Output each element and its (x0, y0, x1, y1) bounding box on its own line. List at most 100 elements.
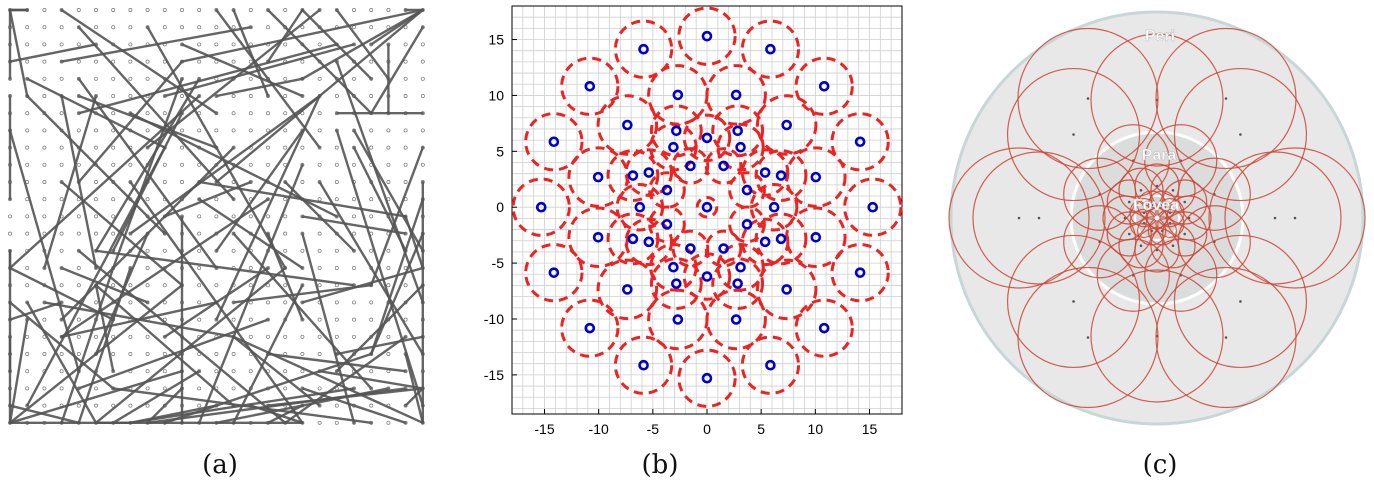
center-point (672, 314, 684, 325)
center-point (735, 261, 746, 273)
y-tick-label: -10 (484, 311, 504, 327)
center-point (701, 132, 713, 144)
x-tick-label: -15 (534, 421, 554, 437)
center-point (661, 219, 673, 230)
region-circle (704, 229, 743, 268)
center-point (768, 201, 780, 213)
region-circle (749, 182, 799, 232)
region-circle (596, 94, 659, 156)
center-point (548, 267, 560, 278)
center-point (818, 322, 830, 334)
x-tick-label: -5 (647, 421, 660, 437)
region-circle (704, 147, 743, 185)
center-point (661, 184, 673, 196)
panel-b-receptive-field-plot: -15 -10 -5 0 5 10 15 15 10 5 0 -5 -10 -15 (470, 0, 910, 450)
para-label: Para (1142, 147, 1177, 164)
region-circle (785, 146, 847, 208)
region-circle (677, 6, 737, 66)
y-tick-label: -15 (484, 367, 504, 383)
region-circle (671, 229, 710, 268)
center-point (592, 231, 604, 243)
y-tick-label: 5 (496, 143, 504, 159)
region-circle (606, 149, 660, 202)
region-circle (794, 56, 854, 116)
region-circle (613, 335, 674, 395)
center-point (668, 261, 679, 273)
region-circle (596, 258, 659, 321)
region-circle (728, 171, 766, 209)
region-circle (740, 217, 790, 267)
center-point (867, 201, 879, 213)
center-point (741, 219, 753, 230)
center-point (718, 160, 729, 172)
region-circle (705, 288, 767, 351)
region-circle (560, 56, 620, 116)
center-point (818, 80, 830, 92)
region-circle (711, 257, 765, 311)
center-point (584, 322, 596, 334)
center-point (718, 243, 729, 254)
center-point (638, 359, 649, 371)
region-circle (695, 195, 719, 219)
region-circle (649, 104, 703, 158)
center-point (701, 30, 713, 42)
retina-region-figure: Peri Para Fovea (948, 10, 1366, 426)
region-circle (728, 205, 766, 244)
region-circle (648, 205, 686, 244)
center-point (730, 314, 742, 325)
region-circle (677, 348, 737, 408)
region-circle (615, 182, 665, 232)
center-point (584, 80, 596, 92)
center-point (730, 89, 742, 101)
region-circle (755, 258, 818, 321)
region-circle (606, 212, 660, 266)
fovea-label: Fovea (1133, 197, 1179, 214)
center-point (685, 160, 696, 172)
y-tick-label: 15 (488, 32, 504, 48)
line-grid-figure (8, 8, 425, 425)
x-tick-label: -10 (589, 421, 609, 437)
region-circle (682, 252, 732, 301)
region-circle (716, 122, 765, 172)
center-point (643, 236, 655, 248)
center-point (627, 170, 639, 181)
region-circle (567, 206, 629, 269)
x-tick-label: 5 (757, 421, 765, 437)
peri-label: Peri (1145, 28, 1175, 45)
region-circle (785, 206, 847, 269)
center-point (781, 119, 792, 131)
region-circle (705, 64, 767, 126)
region-circle (755, 94, 818, 156)
center-point (765, 43, 776, 55)
region-circle (511, 177, 571, 237)
center-point (685, 243, 696, 254)
region-circle (613, 19, 674, 79)
segment-lines (8, 8, 424, 424)
y-tick-label: 0 (496, 199, 504, 215)
region-circle (754, 212, 808, 266)
center-point (535, 201, 547, 213)
region-circle (560, 298, 620, 358)
region-circle (682, 113, 732, 163)
caption-b: (b) (641, 450, 679, 480)
center-point (643, 167, 655, 178)
center-point (634, 201, 646, 213)
region-circle (740, 19, 801, 79)
y-tick-label: -5 (492, 255, 505, 271)
region-circle (624, 217, 674, 267)
center-point (622, 119, 633, 131)
center-point (759, 167, 771, 178)
center-point (765, 359, 776, 371)
region-circle (648, 171, 686, 209)
region-centers (535, 30, 879, 384)
y-tick-label: 10 (488, 87, 504, 103)
region-circle (524, 242, 584, 303)
region-circle (740, 335, 801, 395)
center-point (775, 170, 787, 181)
x-tick-label: 10 (808, 421, 824, 437)
panel-a-random-lines (0, 0, 440, 440)
region-circle (794, 298, 854, 358)
region-circle (711, 104, 765, 158)
region-circle (524, 112, 584, 172)
x-tick-label: 15 (862, 421, 878, 437)
